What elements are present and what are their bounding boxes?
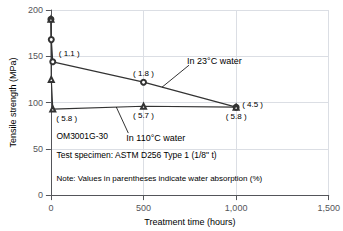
svg-text:( 5.8 ): ( 5.8 ) xyxy=(56,114,77,123)
svg-text:OM3001G-30: OM3001G-30 xyxy=(56,131,108,141)
svg-text:( 1.8 ): ( 1.8 ) xyxy=(133,69,154,78)
svg-text:Test specimen: ASTM D256 Type: Test specimen: ASTM D256 Type 1 (1/8" t) xyxy=(56,150,216,160)
svg-text:500: 500 xyxy=(136,203,151,213)
svg-text:0: 0 xyxy=(48,203,53,213)
svg-text:( 1.1 ): ( 1.1 ) xyxy=(59,49,80,58)
svg-text:0: 0 xyxy=(38,190,43,200)
svg-text:In 23°C water: In 23°C water xyxy=(187,56,242,66)
svg-text:( 4.5 ): ( 4.5 ) xyxy=(242,100,263,109)
svg-text:50: 50 xyxy=(33,144,43,154)
svg-text:In 110°C water: In 110°C water xyxy=(126,133,185,143)
svg-text:( 5.7 ): ( 5.7 ) xyxy=(133,111,154,120)
svg-text:Treatment time (hours): Treatment time (hours) xyxy=(144,217,235,227)
svg-text:200: 200 xyxy=(28,5,43,15)
svg-text:100: 100 xyxy=(28,98,43,108)
svg-text:150: 150 xyxy=(28,51,43,61)
svg-text:1,000: 1,000 xyxy=(225,203,248,213)
svg-text:Note: Values in parentheses in: Note: Values in parentheses indicate wat… xyxy=(56,174,262,183)
svg-text:( 5.8 ): ( 5.8 ) xyxy=(226,112,247,121)
svg-text:1,500: 1,500 xyxy=(317,203,340,213)
svg-text:Tensile strength (MPa): Tensile strength (MPa) xyxy=(8,58,18,148)
